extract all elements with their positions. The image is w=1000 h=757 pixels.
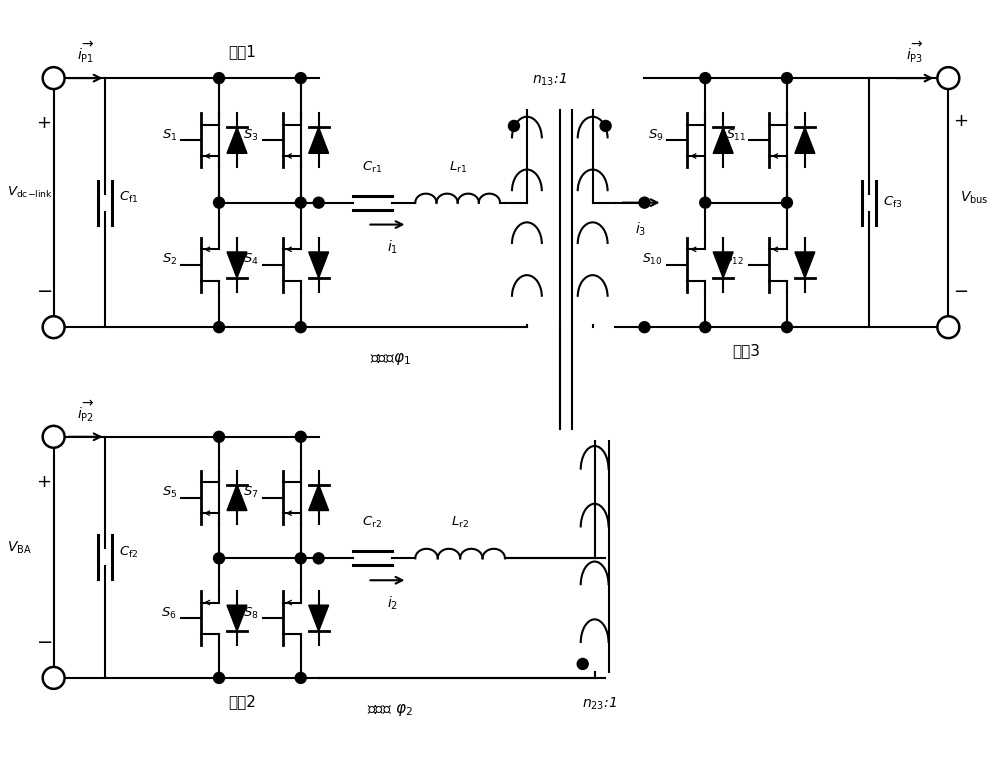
Circle shape <box>639 322 650 332</box>
Text: $+$: $+$ <box>953 112 968 130</box>
Text: 移相角 $\varphi_2$: 移相角 $\varphi_2$ <box>367 702 413 718</box>
Text: $n_{23}$:1: $n_{23}$:1 <box>582 696 617 712</box>
Circle shape <box>43 316 65 338</box>
Text: $-$: $-$ <box>36 631 52 650</box>
Text: 端口3: 端口3 <box>732 343 760 358</box>
Circle shape <box>295 197 306 208</box>
Text: $S_{11}$: $S_{11}$ <box>726 128 746 143</box>
Polygon shape <box>227 484 247 510</box>
Text: $S_1$: $S_1$ <box>162 128 177 143</box>
Circle shape <box>700 322 711 332</box>
Polygon shape <box>227 605 247 631</box>
Text: $C_{\mathrm{r1}}$: $C_{\mathrm{r1}}$ <box>362 160 383 175</box>
Text: $i_2$: $i_2$ <box>387 594 398 612</box>
Circle shape <box>313 553 324 564</box>
Text: $i_3$: $i_3$ <box>635 220 647 238</box>
Text: $V_{\mathrm{BA}}$: $V_{\mathrm{BA}}$ <box>7 539 32 556</box>
Text: $S_2$: $S_2$ <box>162 252 177 267</box>
Polygon shape <box>227 252 247 278</box>
Text: $S_{10}$: $S_{10}$ <box>642 252 663 267</box>
Text: $C_{\mathrm{f2}}$: $C_{\mathrm{f2}}$ <box>119 545 139 560</box>
Text: $V_{\mathrm{dc{-}link}}$: $V_{\mathrm{dc{-}link}}$ <box>7 185 53 201</box>
Text: $C_{\mathrm{f1}}$: $C_{\mathrm{f1}}$ <box>119 190 139 205</box>
Text: $\overrightarrow{i_{\mathrm{P2}}}$: $\overrightarrow{i_{\mathrm{P2}}}$ <box>77 399 94 424</box>
Text: 端口2: 端口2 <box>228 694 256 709</box>
Circle shape <box>937 316 959 338</box>
Text: $V_{\mathrm{bus}}$: $V_{\mathrm{bus}}$ <box>960 189 989 206</box>
Circle shape <box>577 659 588 669</box>
Text: $S_8$: $S_8$ <box>243 606 259 621</box>
Text: 端口1: 端口1 <box>228 44 256 59</box>
Text: $S_9$: $S_9$ <box>648 128 663 143</box>
Circle shape <box>295 431 306 442</box>
Text: $S_3$: $S_3$ <box>243 128 259 143</box>
Text: $i_1$: $i_1$ <box>387 238 398 256</box>
Circle shape <box>508 120 519 132</box>
Text: 移相角$\varphi_1$: 移相角$\varphi_1$ <box>370 351 411 367</box>
Text: $n_{13}$:1: $n_{13}$:1 <box>532 72 567 88</box>
Circle shape <box>214 322 225 332</box>
Circle shape <box>214 672 225 684</box>
Circle shape <box>43 67 65 89</box>
Circle shape <box>600 120 611 132</box>
Circle shape <box>639 197 650 208</box>
Circle shape <box>214 197 225 208</box>
Circle shape <box>313 197 324 208</box>
Circle shape <box>700 197 711 208</box>
Circle shape <box>700 73 711 83</box>
Polygon shape <box>309 484 329 510</box>
Circle shape <box>781 322 792 332</box>
Text: $-$: $-$ <box>953 282 968 299</box>
Polygon shape <box>795 127 815 154</box>
Circle shape <box>214 73 225 83</box>
Polygon shape <box>713 127 733 154</box>
Circle shape <box>295 322 306 332</box>
Text: $S_6$: $S_6$ <box>161 606 177 621</box>
Circle shape <box>43 426 65 447</box>
Text: $C_{\mathrm{f3}}$: $C_{\mathrm{f3}}$ <box>883 195 902 210</box>
Circle shape <box>781 197 792 208</box>
Text: $\overrightarrow{i_{\mathrm{P1}}}$: $\overrightarrow{i_{\mathrm{P1}}}$ <box>77 40 94 65</box>
Circle shape <box>781 73 792 83</box>
Circle shape <box>295 73 306 83</box>
Polygon shape <box>713 252 733 278</box>
Text: $S_4$: $S_4$ <box>243 252 259 267</box>
Circle shape <box>295 672 306 684</box>
Text: $S_{12}$: $S_{12}$ <box>724 252 744 267</box>
Circle shape <box>43 667 65 689</box>
Polygon shape <box>227 127 247 154</box>
Circle shape <box>295 553 306 564</box>
Circle shape <box>214 553 225 564</box>
Polygon shape <box>309 252 329 278</box>
Text: $\overrightarrow{i_{\mathrm{P3}}}$: $\overrightarrow{i_{\mathrm{P3}}}$ <box>906 40 923 65</box>
Text: $S_7$: $S_7$ <box>243 485 259 500</box>
Text: $+$: $+$ <box>36 114 51 132</box>
Text: $+$: $+$ <box>36 472 51 491</box>
Text: $L_{\mathrm{r2}}$: $L_{\mathrm{r2}}$ <box>451 516 469 531</box>
Text: $C_{\mathrm{r2}}$: $C_{\mathrm{r2}}$ <box>362 516 382 531</box>
Circle shape <box>937 67 959 89</box>
Text: $L_{\mathrm{r1}}$: $L_{\mathrm{r1}}$ <box>449 160 467 175</box>
Circle shape <box>214 431 225 442</box>
Polygon shape <box>309 605 329 631</box>
Text: $S_5$: $S_5$ <box>162 485 177 500</box>
Polygon shape <box>795 252 815 278</box>
Text: $-$: $-$ <box>36 280 52 299</box>
Polygon shape <box>309 127 329 154</box>
